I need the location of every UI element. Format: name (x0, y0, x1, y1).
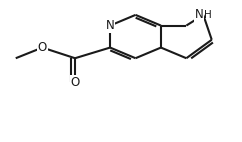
Text: N: N (195, 8, 203, 21)
Text: O: O (70, 76, 80, 89)
Text: N: N (106, 19, 114, 32)
Text: O: O (38, 41, 47, 54)
Text: H: H (204, 10, 212, 20)
